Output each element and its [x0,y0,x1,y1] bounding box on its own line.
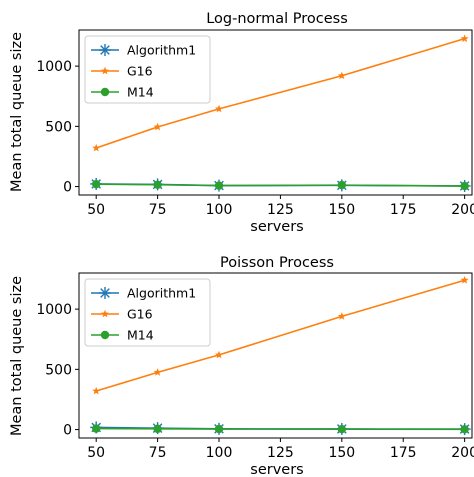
legend-marker-2-1 [99,287,111,299]
legend-label-1-1: Algorithm1 [127,43,196,58]
y-tick-label-1-1: 0 [63,180,72,196]
data-point-2-3-1 [91,424,101,433]
data-point-2-3-3 [214,424,224,434]
x-tick-label-2-5: 150 [328,445,355,461]
legend-marker-1-2 [101,66,109,75]
legend-box-2 [84,278,211,347]
x-tick-label-1-3: 100 [206,202,233,218]
x-tick-label-1-1: 50 [87,202,105,218]
legend-marker-1-1 [99,44,111,56]
chart-1-frame [78,29,473,196]
chart-2-frame [78,272,473,439]
chart-poisson: Poisson Process 50 75 100 125 150 175 200 0 500 1… [9,255,474,477]
series-line-1-3 [96,183,465,187]
chart-2-legend: Algorithm1 G16 M14 [84,278,211,347]
data-point-1-3-3 [214,181,224,190]
legend-label-1-3: M14 [127,85,154,100]
data-point-1-2-5 [460,34,469,43]
chart-log-normal: Log-normal Process 50 75 100 125 150 175 20005… [9,11,474,235]
legend-marker-2-2 [101,309,109,318]
data-point-2-2-5 [460,276,469,284]
legend-box-1 [84,35,211,104]
legend-marker-1-3 [100,87,110,97]
data-point-1-3-2 [153,180,162,189]
x-tick-label-2-4: 125 [267,445,294,461]
data-point-1-3-5 [460,181,469,191]
x-tick-label-1-2: 75 [149,202,167,218]
legend-label-2-1: Algorithm1 [127,286,196,301]
data-point-2-2-3 [215,350,223,359]
chart-2-xlabel: servers [250,462,303,477]
data-point-2-3-4 [337,425,347,434]
data-point-1-2-4 [337,71,346,80]
y-tick-label-2-2: 500 [45,362,72,378]
x-tick-label-2-1: 50 [87,445,105,461]
data-point-1-2-2 [153,122,162,131]
chart-2-ticks: 50 75 100 125 150 175 200 0 500 1000 [36,302,474,461]
legend-label-2-2: G16 [127,307,153,322]
x-tick-label-1-4: 125 [267,202,294,218]
data-point-2-3-2 [153,424,162,434]
legend-label-1-2: G16 [127,64,153,79]
legend-label-2-3: M14 [127,328,154,343]
data-point-1-2-3 [215,104,223,113]
y-tick-label-1-2: 500 [45,119,72,135]
data-point-2-2-4 [337,312,346,320]
x-tick-label-2-7: 200 [451,445,474,461]
chart-2-plot-area [90,276,471,436]
y-tick-label-2-3: 1000 [36,302,72,318]
chart-2-ylabel: Mean total queue size [9,276,25,436]
data-point-2-2-2 [153,368,162,376]
x-tick-label-2-6: 175 [390,445,417,461]
legend-marker-2-3 [100,330,110,340]
x-tick-label-2-2: 75 [149,445,167,461]
x-tick-label-1-5: 150 [328,202,355,218]
chart-1-ylabel: Mean total queue size [9,32,25,192]
series-line-2-3 [96,427,465,431]
chart-1-title: Log-normal Process [206,11,348,27]
x-tick-label-2-3: 100 [206,445,233,461]
y-tick-label-1-3: 1000 [36,59,72,75]
x-tick-label-1-6: 175 [390,202,417,218]
y-tick-label-2-1: 0 [63,423,72,439]
data-point-1-3-4 [337,180,347,190]
chart-1-plot-area [90,34,471,192]
x-tick-label-1-7: 200 [451,202,474,218]
data-point-1-3-1 [91,179,101,189]
chart-2-title: Poisson Process [220,255,334,271]
chart-1-xlabel: servers [250,219,303,235]
data-point-2-2-1 [92,386,101,395]
data-point-2-3-5 [460,425,469,434]
data-point-1-2-1 [92,143,101,152]
chart-1-ticks: 50 75 100 125 150 175 200 0 500 1000 [36,59,474,218]
chart-1-legend: Algorithm1 G16 M14 [84,35,211,104]
